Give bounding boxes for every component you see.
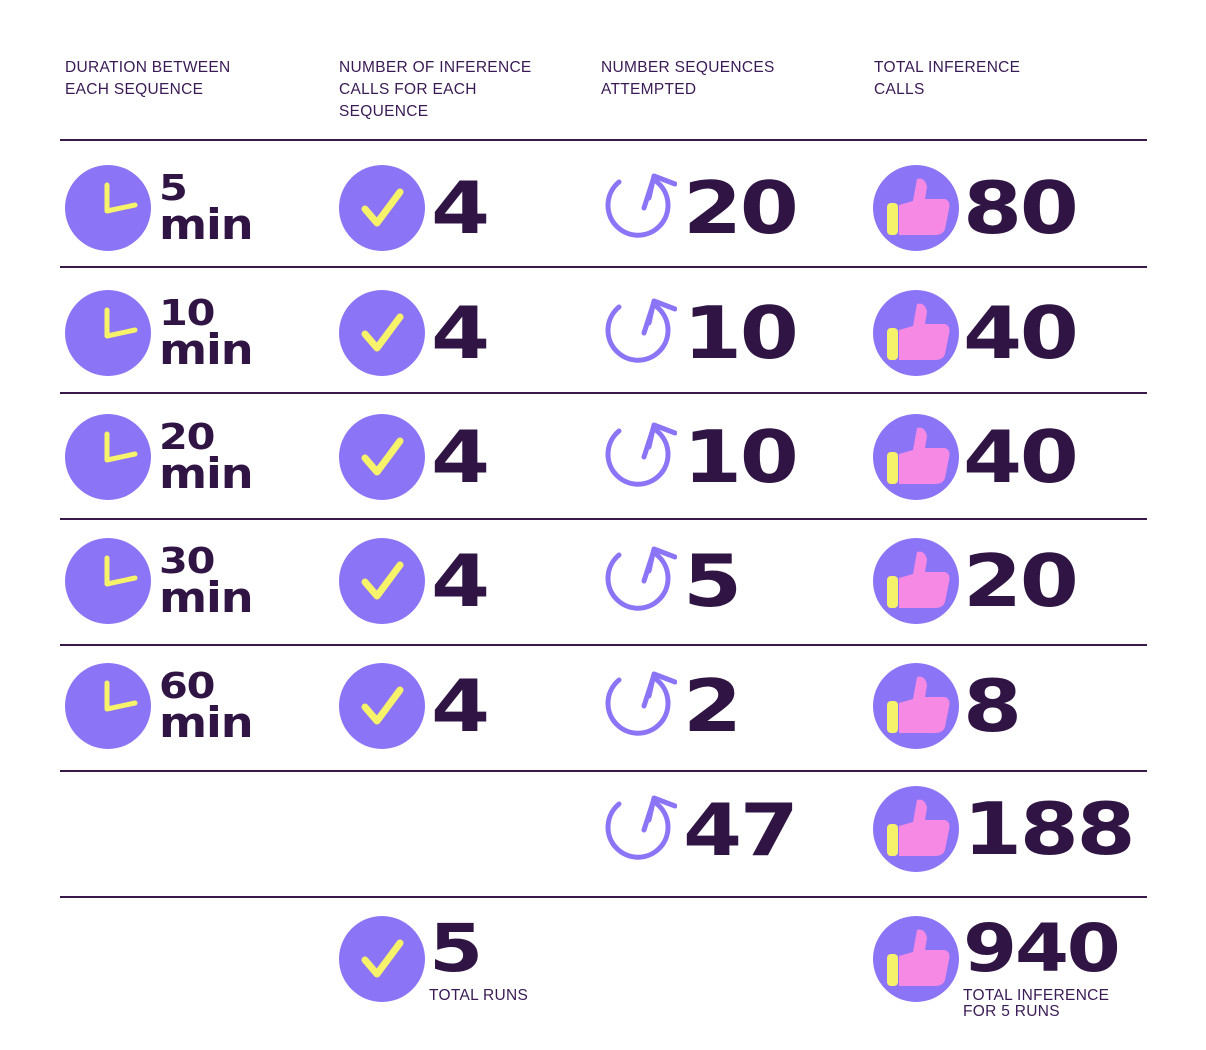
checkmark-icon xyxy=(339,414,425,500)
table-row-total: 8 xyxy=(873,663,1022,749)
table-row-total: 40 xyxy=(873,414,1079,500)
table-row-calls: 4 xyxy=(339,414,490,500)
total-inference-value: 940 xyxy=(963,910,1121,987)
divider xyxy=(60,644,1147,646)
calls-value: 4 xyxy=(431,664,490,748)
duration-value: 10 xyxy=(159,293,215,334)
sequences-value: 2 xyxy=(683,664,742,748)
sequences-value: 5 xyxy=(683,539,742,623)
duration-unit: min xyxy=(159,573,254,622)
retry-arrow-icon xyxy=(605,546,677,611)
thumbs-up-icon xyxy=(873,916,959,1002)
table-row-sequences: 20 xyxy=(597,168,799,248)
duration-unit: min xyxy=(159,200,254,249)
clock-icon xyxy=(65,414,151,500)
header-sequences: NUMBER SEQUENCES ATTEMPTED xyxy=(601,59,775,98)
table-row-total: 20 xyxy=(873,538,1079,624)
table-row-calls: 4 xyxy=(339,663,490,749)
total-value: 40 xyxy=(963,415,1079,499)
calls-value: 4 xyxy=(431,415,490,499)
clock-icon xyxy=(65,290,151,376)
checkmark-icon xyxy=(339,165,425,251)
final-runs: 5 TOTAL RUNS xyxy=(339,916,528,1004)
divider xyxy=(60,139,1147,141)
sum-total-value: 188 xyxy=(963,787,1136,871)
total-value: 20 xyxy=(963,539,1079,623)
duration-unit: min xyxy=(159,698,254,747)
divider xyxy=(60,266,1147,268)
retry-arrow-icon xyxy=(605,671,677,736)
sum-sequences: 47 xyxy=(597,790,799,870)
retry-arrow-icon xyxy=(605,422,677,487)
calls-value: 4 xyxy=(431,539,490,623)
sequences-value: 20 xyxy=(683,166,799,250)
table-row-duration: 10 min xyxy=(65,290,254,376)
clock-icon xyxy=(65,165,151,251)
retry-arrow-icon xyxy=(605,173,677,238)
thumbs-up-icon xyxy=(873,165,959,251)
table-row-calls: 4 xyxy=(339,290,490,376)
calls-value: 4 xyxy=(431,291,490,375)
final-total: 940 TOTAL INFERENCE FOR 5 RUNS xyxy=(873,916,1121,1020)
duration-value: 30 xyxy=(159,541,215,582)
header-inference-calls: NUMBER OF INFERENCE CALLS FOR EACH SEQUE… xyxy=(339,59,532,120)
divider xyxy=(60,518,1147,520)
duration-unit: min xyxy=(159,325,254,374)
checkmark-icon xyxy=(339,663,425,749)
checkmark-icon xyxy=(339,538,425,624)
sequences-value: 10 xyxy=(683,291,799,375)
total-value: 80 xyxy=(963,166,1079,250)
total-runs-value: 5 xyxy=(429,910,483,987)
thumbs-up-icon xyxy=(873,290,959,376)
divider xyxy=(60,896,1147,898)
sequences-value: 10 xyxy=(683,415,799,499)
divider xyxy=(60,770,1147,772)
table-row-sequences: 5 xyxy=(597,541,742,621)
total-inference-label: TOTAL INFERENCE FOR 5 RUNS xyxy=(963,987,1110,1020)
thumbs-up-icon xyxy=(873,414,959,500)
table-row-duration: 20 min xyxy=(65,414,254,500)
duration-value: 5 xyxy=(159,168,188,209)
header-total-inference: TOTAL INFERENCE CALLS xyxy=(874,59,1021,98)
duration-value: 20 xyxy=(159,417,215,458)
table-row-total: 40 xyxy=(873,290,1079,376)
clock-icon xyxy=(65,538,151,624)
duration-value: 60 xyxy=(159,666,215,707)
table-row-sequences: 2 xyxy=(597,666,742,746)
table-row-duration: 60 min xyxy=(65,663,254,749)
header-duration: DURATION BETWEEN EACH SEQUENCE xyxy=(65,59,231,98)
sum-total: 188 xyxy=(873,786,1136,872)
table-row-total: 80 xyxy=(873,165,1079,251)
checkmark-icon xyxy=(339,916,425,1002)
table-row-duration: 30 min xyxy=(65,538,254,624)
duration-unit: min xyxy=(159,449,254,498)
retry-arrow-icon xyxy=(605,795,677,860)
thumbs-up-icon xyxy=(873,538,959,624)
total-runs-label: TOTAL RUNS xyxy=(429,987,529,1004)
checkmark-icon xyxy=(339,290,425,376)
retry-arrow-icon xyxy=(605,298,677,363)
calls-value: 4 xyxy=(431,166,490,250)
table-row-sequences: 10 xyxy=(597,293,799,373)
divider xyxy=(60,392,1147,394)
clock-icon xyxy=(65,663,151,749)
sum-sequences-value: 47 xyxy=(683,788,799,872)
table-row-calls: 4 xyxy=(339,165,490,251)
thumbs-up-icon xyxy=(873,663,959,749)
table-row-calls: 4 xyxy=(339,538,490,624)
table-row-duration: 5 min xyxy=(65,165,254,251)
total-value: 8 xyxy=(963,664,1022,748)
thumbs-up-icon xyxy=(873,786,959,872)
total-value: 40 xyxy=(963,291,1079,375)
table-row-sequences: 10 xyxy=(597,417,799,497)
